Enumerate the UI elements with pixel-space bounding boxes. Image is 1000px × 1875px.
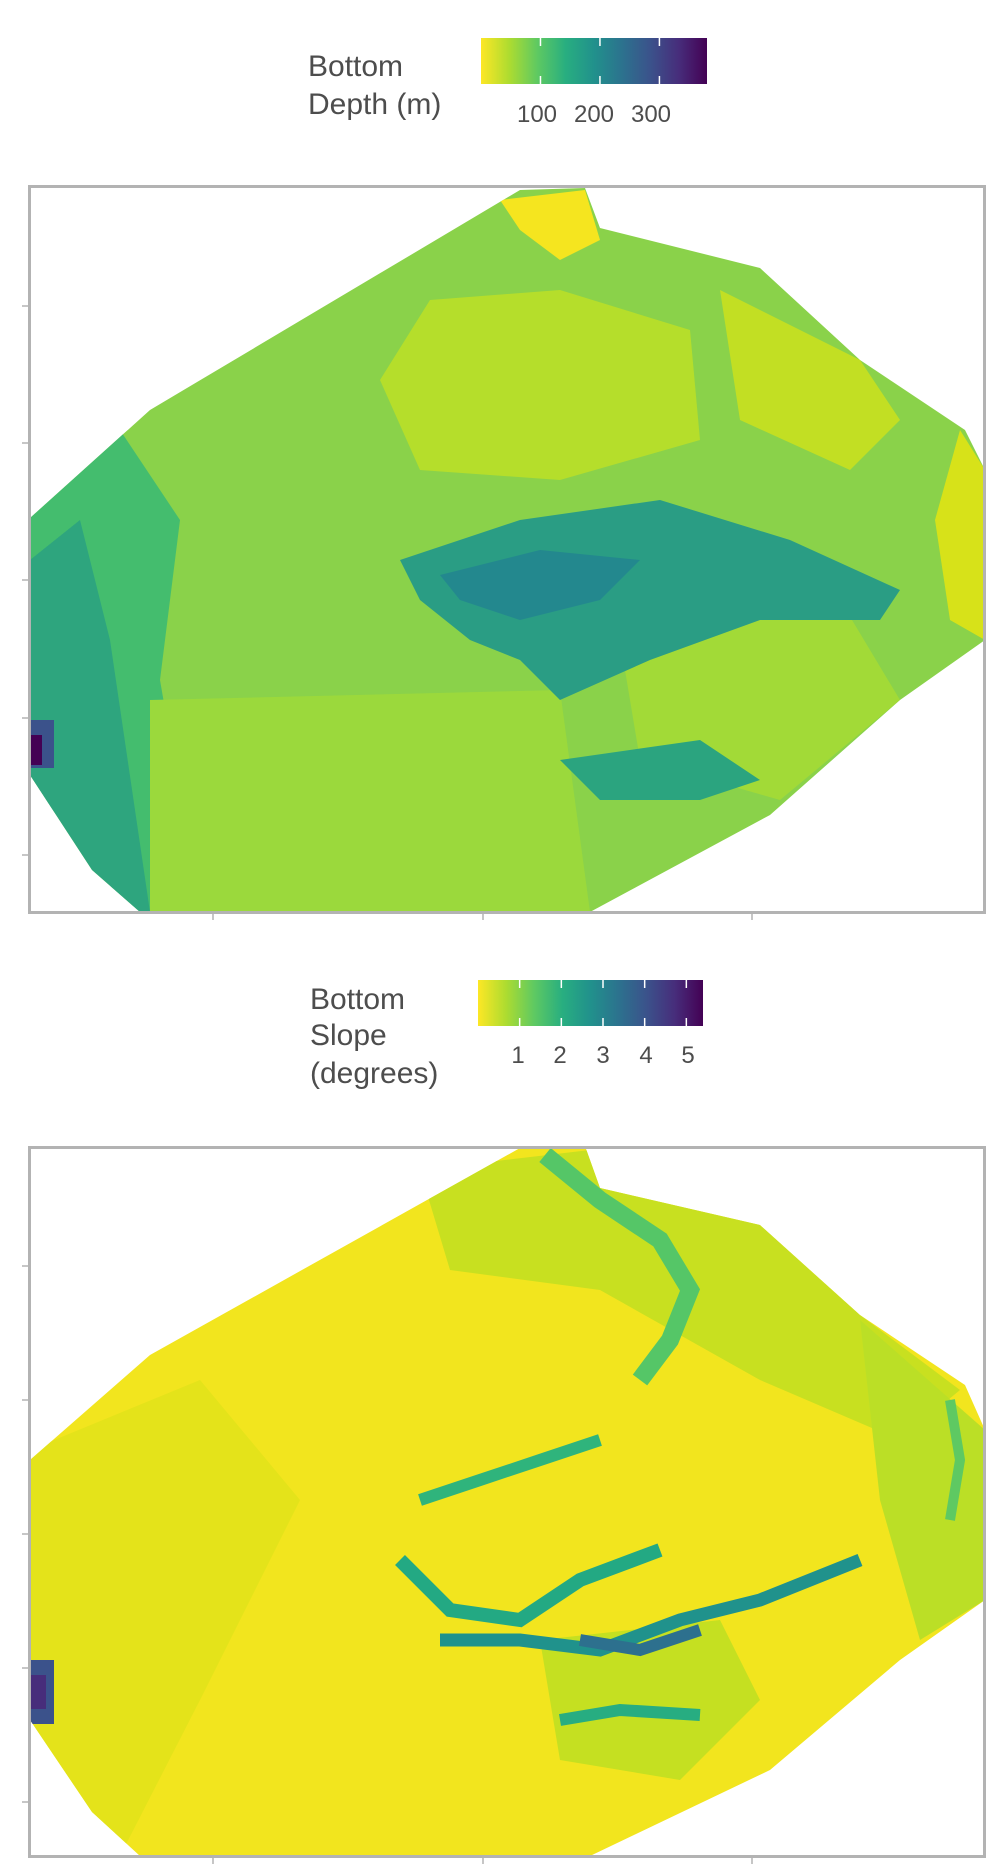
slope-west-area <box>30 1380 300 1856</box>
slope-legend-tick-1: 1 <box>511 1042 524 1069</box>
depth-legend-title-line-1: Bottom <box>308 50 403 83</box>
depth-legend-title-line-2: Depth (m) <box>308 88 441 121</box>
slope-map <box>30 1146 985 1856</box>
depth-southwest-deepest <box>30 735 42 765</box>
slope-channel-wall-lower <box>440 1553 863 1657</box>
slope-legend-title-line-3: (degrees) <box>310 1057 438 1090</box>
depth-colorbar <box>481 38 707 84</box>
depth-east-plateau <box>720 290 900 470</box>
depth-legend-tick-300: 300 <box>631 101 671 128</box>
slope-legend-tick-5: 5 <box>681 1042 694 1069</box>
depth-channel-south <box>560 740 760 800</box>
depth-legend: Bottom Depth (m) 100 200 300 <box>308 38 707 128</box>
slope-north-channel-wall <box>539 1148 701 1386</box>
slope-legend-tick-2: 2 <box>553 1042 566 1069</box>
slope-channel-wall-middle <box>395 1543 663 1628</box>
depth-colorbar-ticks <box>539 38 661 84</box>
depth-channel-core <box>440 550 640 620</box>
slope-legend-title-line-2: Slope <box>310 1019 387 1052</box>
slope-southwest-steepest <box>30 1675 46 1709</box>
slope-axis-ticks <box>22 1265 753 1864</box>
depth-east-rim <box>935 430 985 640</box>
slope-channel-steepest <box>579 1624 702 1657</box>
slope-legend: Bottom Slope (degrees) 1 2 3 4 5 <box>310 980 703 1090</box>
depth-channel <box>400 500 900 700</box>
slope-south-channel-wall <box>559 1703 701 1726</box>
slope-legend-title-line-1: Bottom <box>310 983 405 1016</box>
depth-legend-tick-100: 100 <box>517 101 557 128</box>
depth-map <box>30 188 985 912</box>
depth-axis-ticks <box>22 305 753 920</box>
slope-channel-wall-upper <box>418 1434 602 1506</box>
depth-north-ridge <box>500 190 600 260</box>
depth-west-deep <box>30 520 150 912</box>
depth-panel-border <box>28 185 986 914</box>
slope-south-rough <box>540 1620 760 1780</box>
depth-legend-tick-200: 200 <box>574 101 614 128</box>
slope-colorbar-ticks <box>518 980 688 1026</box>
slope-east-rough <box>860 1320 985 1640</box>
depth-northern-plateau <box>380 290 700 480</box>
depth-south-shelf <box>150 690 590 912</box>
slope-east-channel-wall <box>945 1399 966 1521</box>
slope-colorbar <box>478 980 703 1026</box>
slope-panel-border <box>28 1146 986 1858</box>
slope-legend-tick-4: 4 <box>639 1042 652 1069</box>
slope-legend-tick-3: 3 <box>596 1042 609 1069</box>
